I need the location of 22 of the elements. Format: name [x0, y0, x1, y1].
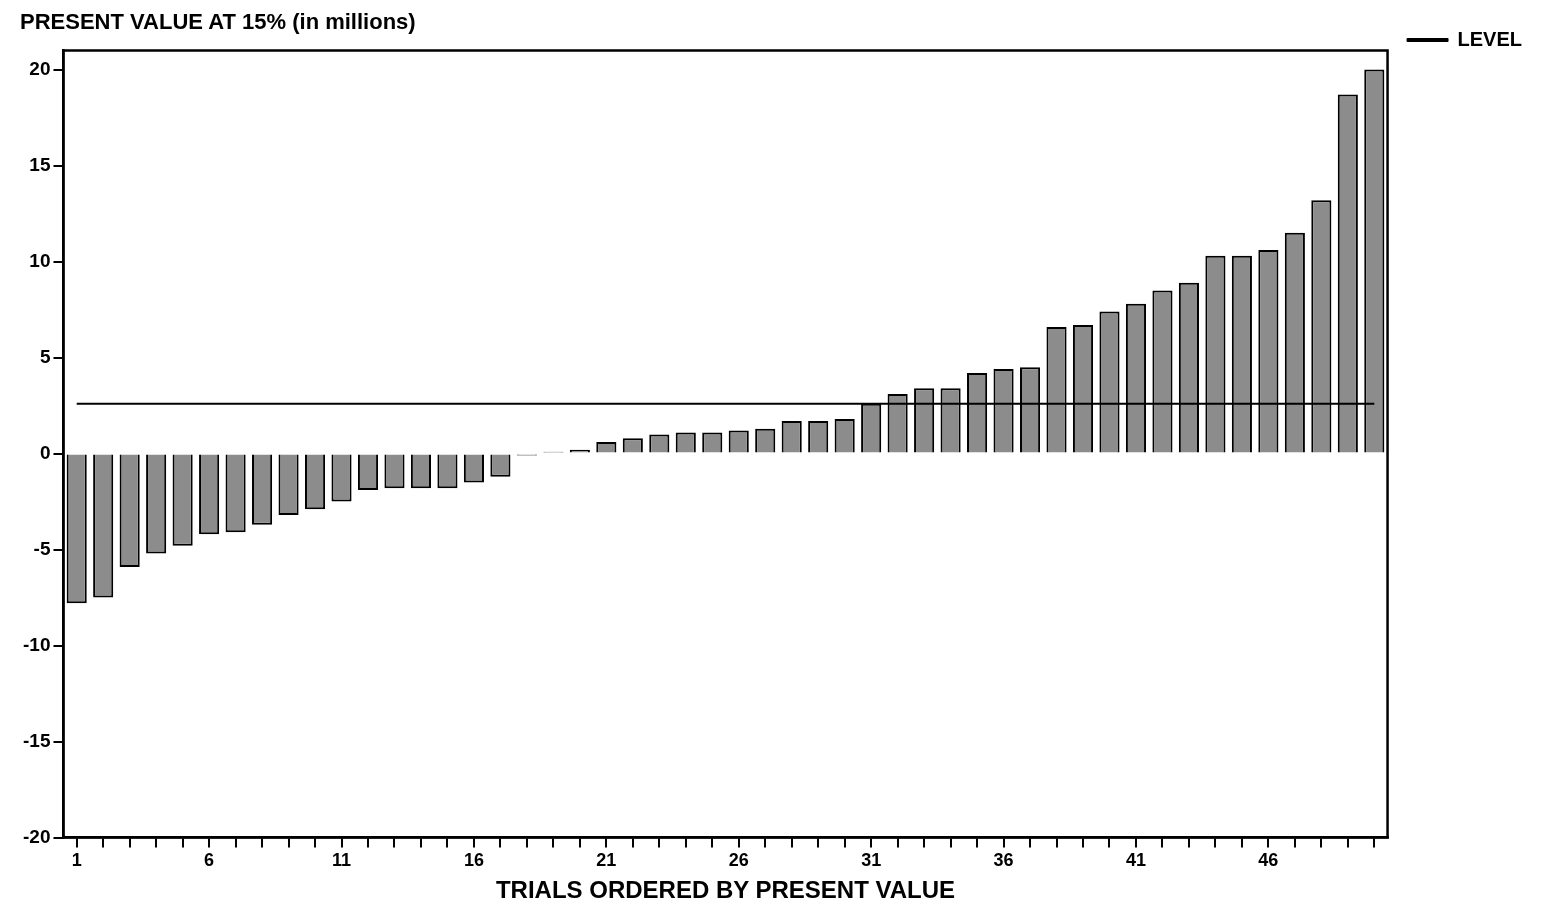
y-tick-label: -5: [33, 537, 51, 559]
x-tick-label: 46: [1258, 850, 1279, 871]
x-tick-label: 31: [861, 850, 882, 871]
x-tick-label: 11: [332, 850, 352, 871]
x-axis-title: TRIALS ORDERED BY PRESENT VALUE: [495, 876, 956, 904]
y-tick-label: -15: [22, 729, 51, 751]
x-tick-label: 36: [993, 850, 1014, 871]
y-tick-label: -20: [22, 825, 51, 847]
y-tick-label: 10: [29, 249, 51, 271]
chart-title: PRESENT VALUE AT 15% (in millions): [20, 9, 416, 35]
legend-label: LEVEL: [1457, 27, 1522, 50]
x-tick-label: 1: [71, 850, 82, 871]
y-tick-label: -10: [22, 633, 51, 655]
x-tick-label: 26: [728, 850, 749, 871]
y-tick-label: 20: [29, 57, 51, 79]
y-tick-label: 15: [29, 153, 51, 175]
x-tick-label: 41: [1125, 850, 1146, 871]
x-tick-label: 16: [463, 850, 484, 871]
y-tick-label: 0: [39, 441, 51, 463]
x-tick-label: 6: [204, 850, 215, 871]
y-tick-label: 5: [39, 345, 51, 367]
x-tick-label: 21: [596, 850, 617, 871]
